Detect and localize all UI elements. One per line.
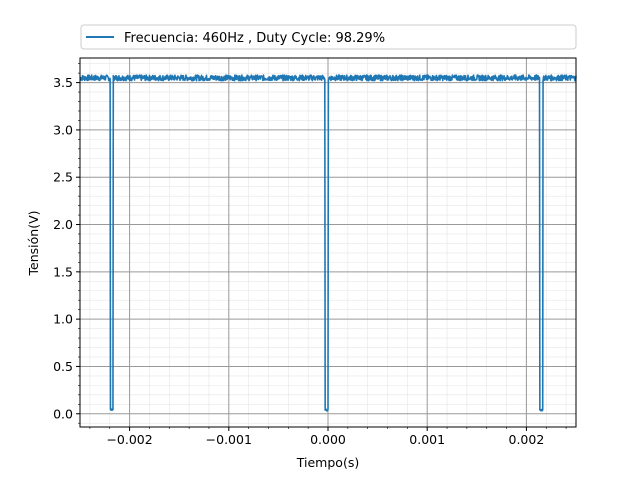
series-line <box>79 74 577 412</box>
x-tick-label: 0.002 <box>509 432 545 447</box>
y-tick-label: 2.5 <box>53 170 73 185</box>
x-tick-label: −0.001 <box>206 432 252 447</box>
legend-entry-label: Frecuencia: 460Hz , Duty Cycle: 98.29% <box>124 31 385 46</box>
y-axis: 0.0 0.5 1.0 1.5 2.0 2.5 3.0 3.5 <box>53 63 80 424</box>
y-tick-label: 0.5 <box>53 359 73 374</box>
y-tick-label: 3.0 <box>53 122 73 137</box>
y-tick-label: 2.0 <box>53 217 73 232</box>
y-axis-label: Tensión(V) <box>26 211 41 277</box>
x-axis: −0.002 −0.001 0.000 0.001 0.002 <box>89 427 567 447</box>
series-layer <box>79 74 577 412</box>
x-tick-label: 0.001 <box>409 432 445 447</box>
x-tick-label: −0.002 <box>106 432 152 447</box>
legend-box <box>80 24 577 50</box>
y-tick-label: 0.0 <box>53 406 73 421</box>
x-tick-label: 0.000 <box>310 432 346 447</box>
x-axis-label: Tiempo(s) <box>296 455 359 470</box>
y-tick-label: 1.0 <box>53 312 73 327</box>
y-tick-label: 1.5 <box>53 264 73 279</box>
y-tick-label: 3.5 <box>53 75 73 90</box>
legend: Frecuencia: 460Hz , Duty Cycle: 98.29% <box>80 24 577 50</box>
